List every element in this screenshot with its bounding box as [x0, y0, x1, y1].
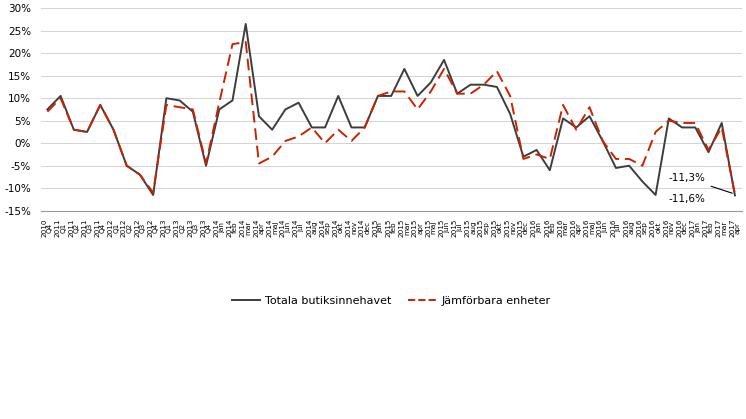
Text: -11,3%: -11,3% [669, 173, 733, 193]
Jämförbara enheter [228, 41, 237, 47]
Totala butiksinnehavet [466, 82, 475, 87]
Jämförbara enheter [665, 118, 674, 123]
Totala butiksinnehavet [43, 107, 52, 112]
Totala butiksinnehavet [730, 193, 739, 198]
Text: -11,6%: -11,6% [669, 194, 706, 204]
Jämförbara enheter [466, 91, 475, 96]
Totala butiksinnehavet [585, 114, 594, 119]
Totala butiksinnehavet [492, 84, 501, 89]
Jämförbara enheter [241, 39, 250, 44]
Jämförbara enheter [585, 105, 594, 110]
Totala butiksinnehavet [241, 21, 250, 26]
Jämförbara enheter [43, 109, 52, 114]
Line: Totala butiksinnehavet: Totala butiksinnehavet [48, 24, 735, 195]
Line: Jämförbara enheter: Jämförbara enheter [48, 42, 735, 194]
Jämförbara enheter [730, 191, 739, 197]
Jämförbara enheter [453, 91, 462, 96]
Totala butiksinnehavet [453, 91, 462, 96]
Legend: Totala butiksinnehavet, Jämförbara enheter: Totala butiksinnehavet, Jämförbara enhet… [228, 292, 555, 310]
Totala butiksinnehavet [228, 98, 237, 103]
Totala butiksinnehavet [665, 116, 674, 121]
Jämförbara enheter [492, 69, 501, 74]
